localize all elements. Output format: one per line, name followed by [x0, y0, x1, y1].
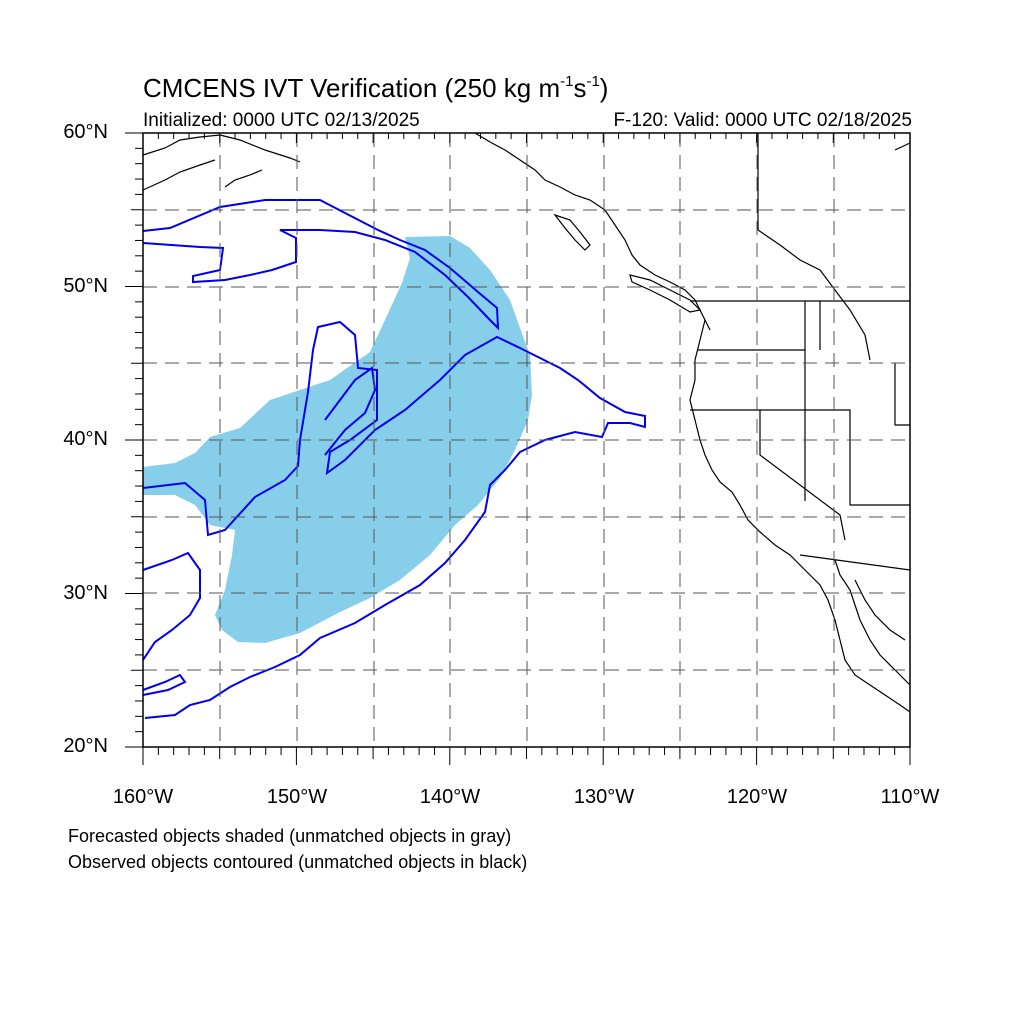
lat-label-40n: 40°N — [63, 428, 108, 450]
observed-object-north — [142, 199, 500, 331]
lon-label-110w: 110°W — [880, 786, 940, 808]
lat-label-20n: 20°N — [63, 735, 108, 757]
state-borders — [690, 301, 911, 571]
canada-interior — [757, 133, 871, 361]
plot-title: CMCENS IVT Verification (250 kg m-1s-1) — [143, 73, 609, 103]
observed-object-small — [142, 673, 187, 696]
observed-object-southwest — [142, 551, 201, 661]
graticule — [143, 133, 910, 747]
lat-label-60n: 60°N — [63, 121, 108, 143]
axis-ticks — [125, 132, 911, 765]
note-forecast: Forecasted objects shaded (unmatched obj… — [68, 826, 512, 846]
lon-label-130w: 130°W — [573, 786, 635, 808]
initialized-time: Initialized: 0000 UTC 02/13/2025 — [143, 110, 420, 131]
gulf-of-california — [854, 579, 906, 641]
us-west-coastline — [689, 319, 911, 713]
lon-label-150w: 150°W — [266, 786, 328, 808]
lat-label-50n: 50°N — [63, 275, 108, 297]
lon-label-160w: 160°W — [112, 786, 174, 808]
valid-time: F-120: Valid: 0000 UTC 02/18/2025 — [613, 110, 912, 131]
lat-label-30n: 30°N — [63, 582, 108, 604]
baja-coastline — [834, 559, 911, 686]
note-observed: Observed objects contoured (unmatched ob… — [68, 852, 528, 872]
lon-label-120w: 120°W — [726, 786, 788, 808]
observed-object-main — [142, 320, 646, 719]
lon-label-140w: 140°W — [419, 786, 481, 808]
bc-islands — [553, 213, 702, 313]
canada-upper-right — [894, 142, 911, 151]
coastlines — [142, 132, 911, 713]
